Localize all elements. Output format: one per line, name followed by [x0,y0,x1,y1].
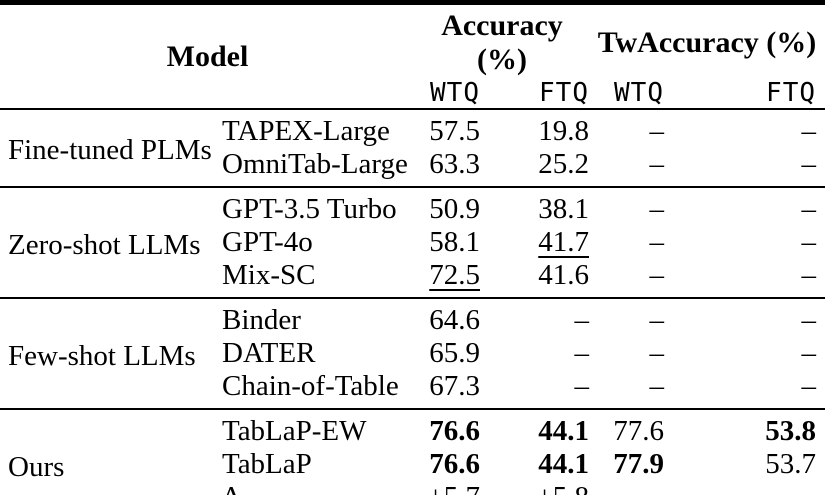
twaccuracy-group-header: TwAccuracy (%) [597,26,817,59]
model-name: OmniTab-Large [222,148,408,180]
cell-accuracy-wtq-delta: +5.7 [415,481,480,495]
category-label: Zero-shot LLMs [8,228,201,261]
cell-accuracy-ftq-underlined: 41.7 [538,226,589,258]
model-name: TabLaP-EW [222,415,367,447]
group-fewshot-llms: Few-shot LLMs Binder 64.6 – – – DATER 65… [0,298,825,409]
model-name: TabLaP [222,448,312,480]
cell-accuracy-wtq-underlined: 72.5 [429,259,480,291]
delta-label: Δ [222,481,415,495]
cell-twaccuracy-wtq-best: 77.9 [613,448,664,480]
table-row: Zero-shot LLMs GPT-3.5 Turbo 50.9 38.1 –… [0,187,825,261]
model-name: Mix-SC [222,259,316,291]
cell-accuracy-ftq: – [574,370,590,402]
table-row: Few-shot LLMs Binder 64.6 – – – [0,298,825,372]
cell-twaccuracy-wtq: – [649,115,665,147]
cell-accuracy-wtq: 64.6 [429,304,480,336]
cell-accuracy-wtq: 57.5 [429,115,480,147]
accuracy-wtq-header: WTQ [430,77,480,108]
cell-twaccuracy-wtq: – [649,370,665,402]
cell-accuracy-ftq-best: 44.1 [538,415,589,447]
model-column-header: Model [166,39,249,73]
cell-accuracy-wtq: 63.3 [429,148,480,180]
category-label: Ours [8,450,65,483]
cell-twaccuracy-ftq: – [801,193,817,225]
table-row: OmniTab-Large 63.3 25.2 – – [0,148,825,187]
table-row: Ours TabLaP-EW 76.6 44.1 77.6 53.8 [0,409,825,483]
cell-twaccuracy-wtq: 77.6 [613,415,664,447]
cell-twaccuracy-ftq: – [801,115,817,147]
cell-accuracy-ftq: 25.2 [538,148,589,180]
cell-twaccuracy-ftq: – [801,148,817,180]
model-name: GPT-3.5 Turbo [222,193,397,225]
table-row: DATER 65.9 – – – [0,337,825,370]
cell-accuracy-ftq: – [574,304,590,336]
cell-twaccuracy-ftq-best: 53.8 [765,415,817,447]
group-zeroshot-llms: Zero-shot LLMs GPT-3.5 Turbo 50.9 38.1 –… [0,187,825,298]
table-row: Fine-tuned PLMs TAPEX-Large 57.5 19.8 – … [0,109,825,166]
cell-twaccuracy-wtq-empty [589,481,664,495]
header-group-row: Model Accuracy (%) TwAccuracy (%) [0,3,825,78]
cell-accuracy-wtq-best: 76.6 [429,448,480,480]
cell-accuracy-ftq: 38.1 [538,193,589,225]
category-label: Few-shot LLMs [8,339,196,372]
table-row: Mix-SC 72.5 41.6 – – [0,259,825,298]
group-ours: Ours TabLaP-EW 76.6 44.1 77.6 53.8 TabLa… [0,409,825,495]
model-name: Binder [222,304,301,336]
accuracy-ftq-header: FTQ [539,77,589,108]
cell-accuracy-ftq: 19.8 [538,115,589,147]
table-header: Model Accuracy (%) TwAccuracy (%) WTQ FT… [0,3,825,110]
cell-twaccuracy-ftq: – [801,304,817,336]
model-name: TAPEX-Large [222,115,390,147]
table-row: Chain-of-Table 67.3 – – – [0,370,825,409]
cell-accuracy-wtq: 67.3 [429,370,480,402]
twaccuracy-wtq-header: WTQ [614,77,664,108]
accuracy-group-header: Accuracy (%) [441,9,563,76]
model-name: GPT-4o [222,226,313,258]
cell-twaccuracy-wtq: – [649,193,665,225]
cell-accuracy-wtq: 58.1 [429,226,480,258]
table-row: TabLaP 76.6 44.1 77.9 53.7 [0,448,825,481]
cell-accuracy-wtq-best: 76.6 [429,415,480,447]
cell-accuracy-ftq-delta: +5.8 [480,481,589,495]
cell-twaccuracy-ftq: 53.7 [765,448,817,480]
cell-accuracy-ftq: 41.6 [538,259,589,291]
cell-accuracy-ftq-best: 44.1 [538,448,589,480]
category-label: Fine-tuned PLMs [8,134,212,166]
group-finetuned-plms: Fine-tuned PLMs TAPEX-Large 57.5 19.8 – … [0,109,825,187]
cell-twaccuracy-wtq: – [649,304,665,336]
table-row: GPT-4o 58.1 41.7 – – [0,226,825,259]
cell-twaccuracy-wtq: – [649,148,665,180]
cell-accuracy-wtq: 65.9 [429,337,480,369]
header-subcolumn-row: WTQ FTQ WTQ FTQ [0,77,825,109]
cell-twaccuracy-wtq: – [649,337,665,369]
cell-accuracy-wtq: 50.9 [429,193,480,225]
model-name: DATER [222,337,316,369]
cell-accuracy-ftq: – [574,337,590,369]
twaccuracy-ftq-header: FTQ [766,77,817,108]
cell-twaccuracy-wtq: – [649,226,665,258]
cell-twaccuracy-ftq: – [801,370,817,402]
table-row: Δ +5.7 +5.8 [0,481,825,495]
cell-twaccuracy-wtq: – [649,259,665,291]
cell-twaccuracy-ftq: – [801,337,817,369]
model-name: Chain-of-Table [222,370,399,402]
cell-twaccuracy-ftq: – [801,259,817,291]
cell-twaccuracy-ftq: – [801,226,817,258]
cell-twaccuracy-ftq-empty [664,481,825,495]
